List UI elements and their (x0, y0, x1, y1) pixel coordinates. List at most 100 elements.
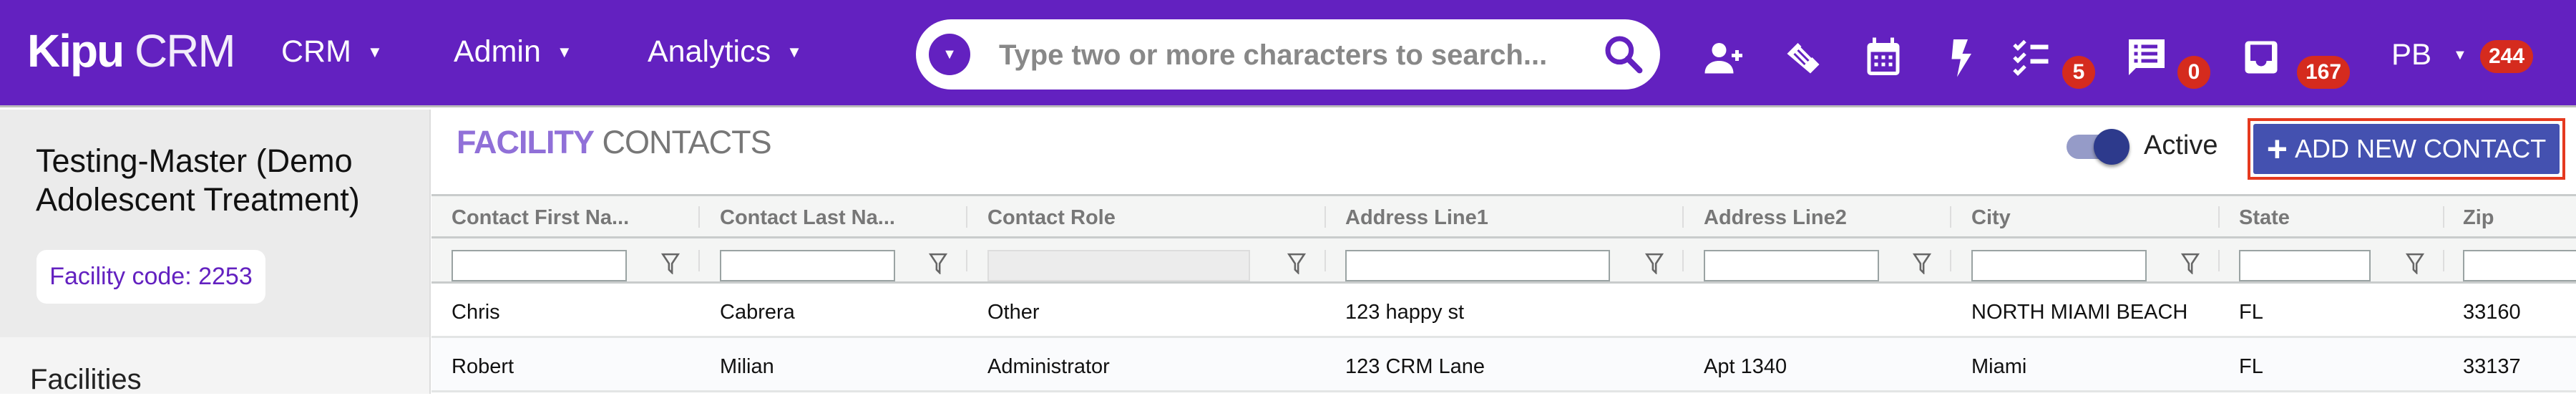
filter-funnel-icon[interactable] (661, 253, 680, 274)
chat-icon[interactable] (2125, 36, 2168, 79)
sidebar-item-facilities[interactable]: Facilities (30, 364, 142, 395)
facility-code: Facility code: 2253 (36, 250, 265, 304)
column-header[interactable]: Contact Role (987, 206, 1116, 229)
filter-funnel-icon[interactable] (1645, 253, 1664, 274)
logo[interactable]: Kipu CRM (27, 24, 236, 77)
top-navbar: Kipu CRM CRM ▼ Admin ▼ Analytics ▼ ▼ Type t… (0, 0, 2576, 107)
table-header-row: Contact First Na... Contact Last Na... Con… (431, 194, 2576, 238)
active-toggle-label: Active (2144, 130, 2218, 160)
column-header[interactable]: City (1971, 206, 2011, 229)
caret-down-icon[interactable]: ▼ (2453, 47, 2467, 63)
table-filter-row (431, 238, 2576, 284)
column-separator[interactable] (966, 206, 967, 228)
column-separator[interactable] (2218, 250, 2220, 271)
caret-down-icon: ▼ (366, 42, 383, 61)
column-filter-input[interactable] (720, 250, 895, 281)
column-separator[interactable] (1950, 206, 1951, 228)
nav-admin[interactable]: Admin ▼ (454, 34, 572, 69)
column-separator[interactable] (2443, 206, 2444, 228)
contacts-table: Contact First Na... Contact Last Na... Con… (431, 194, 2576, 394)
column-separator[interactable] (1950, 250, 1951, 271)
tasks-icon[interactable] (2011, 36, 2054, 79)
column-header[interactable]: Address Line1 (1345, 206, 1488, 229)
table-cell: 123 CRM Lane (1345, 355, 1485, 378)
inbox-icon[interactable] (2240, 36, 2283, 79)
column-separator[interactable] (2443, 250, 2444, 271)
column-filter-input[interactable] (1971, 250, 2147, 281)
table-cell: Miami (1971, 355, 2027, 378)
calendar-icon[interactable] (1862, 36, 1905, 79)
facility-name: Testing-Master (Demo Adolescent Treatmen… (36, 143, 360, 218)
column-separator[interactable] (1682, 206, 1684, 228)
table-cell: Milian (720, 355, 774, 378)
user-plus-icon[interactable] (1703, 36, 1746, 79)
nav-label: CRM (281, 34, 351, 69)
search-icon[interactable] (1603, 34, 1643, 74)
column-separator[interactable] (698, 206, 700, 228)
column-header[interactable]: State (2239, 206, 2290, 229)
table-cell: Administrator (987, 355, 1110, 378)
inbox-badge: 167 (2297, 56, 2351, 89)
column-header[interactable]: Zip (2463, 206, 2494, 229)
column-separator[interactable] (1324, 206, 1326, 228)
nav-label: Analytics (648, 34, 771, 69)
filter-funnel-icon[interactable] (1287, 253, 1306, 274)
table-cell: 33137 (2463, 355, 2521, 378)
nav-label: Admin (454, 34, 541, 69)
sidebar: Testing-Master (Demo Adolescent Treatmen… (0, 110, 431, 395)
filter-funnel-icon[interactable] (2406, 253, 2424, 274)
column-header[interactable]: Contact Last Na... (720, 206, 895, 229)
table-cell: Apt 1340 (1704, 355, 1787, 378)
column-separator[interactable] (2218, 206, 2220, 228)
handshake-icon[interactable] (1782, 36, 1825, 79)
tasks-badge: 5 (2062, 56, 2095, 89)
table-cell: FL (2239, 301, 2263, 324)
nav-analytics[interactable]: Analytics ▼ (648, 34, 802, 69)
column-header[interactable]: Contact First Na... (452, 206, 630, 229)
table-cell: Other (987, 301, 1040, 324)
plus-icon: + (2266, 129, 2288, 169)
add-button-highlight: + ADD NEW CONTACT (2248, 118, 2565, 180)
add-button-label: ADD NEW CONTACT (2294, 134, 2547, 163)
page-title: FACILITY CONTACTS (457, 124, 772, 161)
column-filter-input[interactable] (1345, 250, 1610, 281)
search-scope-dropdown[interactable]: ▼ (929, 34, 970, 75)
table-cell: Cabrera (720, 301, 795, 324)
global-search[interactable]: ▼ Type two or more characters to search.… (916, 19, 1660, 90)
nav-crm[interactable]: CRM ▼ (281, 34, 383, 69)
table-cell: 123 happy st (1345, 301, 1465, 324)
user-badge: 244 (2480, 40, 2534, 73)
column-filter-input[interactable] (452, 250, 627, 281)
table-cell: Robert (452, 355, 514, 378)
logo-text-crm: CRM (134, 25, 236, 77)
logo-text: Kipu (27, 25, 125, 77)
add-new-contact-button[interactable]: + ADD NEW CONTACT (2253, 124, 2560, 174)
page-title-light: CONTACTS (602, 124, 772, 160)
table-cell: NORTH MIAMI BEACH (1971, 301, 2188, 324)
active-toggle[interactable] (2067, 129, 2131, 165)
bolt-icon[interactable] (1939, 36, 1982, 79)
filter-funnel-icon[interactable] (929, 253, 947, 274)
toggle-knob (2094, 129, 2129, 165)
caret-down-icon: ▼ (786, 42, 802, 61)
column-filter-input[interactable] (987, 250, 1250, 281)
column-separator[interactable] (698, 250, 700, 271)
filter-funnel-icon[interactable] (2181, 253, 2200, 274)
column-filter-input[interactable] (2463, 250, 2576, 281)
search-input[interactable]: Type two or more characters to search... (999, 39, 1548, 71)
facility-panel: Testing-Master (Demo Adolescent Treatmen… (0, 110, 429, 337)
column-filter-input[interactable] (1704, 250, 1879, 281)
caret-down-icon: ▼ (556, 42, 572, 61)
table-row[interactable]: Chris Cabrera Other 123 happy st NORTH MIAMI… (431, 284, 2576, 338)
table-cell: 33160 (2463, 301, 2521, 324)
column-separator[interactable] (966, 250, 967, 271)
column-separator[interactable] (1324, 250, 1326, 271)
column-header[interactable]: Address Line2 (1704, 206, 1847, 229)
column-filter-input[interactable] (2239, 250, 2371, 281)
filter-funnel-icon[interactable] (1913, 253, 1931, 274)
table-cell: Chris (452, 301, 500, 324)
table-row[interactable]: Robert Milian Administrator 123 CRM Lane Apt… (431, 338, 2576, 392)
column-separator[interactable] (1682, 250, 1684, 271)
table-cell: FL (2239, 355, 2263, 378)
user-menu-initials[interactable]: PB (2391, 37, 2432, 71)
